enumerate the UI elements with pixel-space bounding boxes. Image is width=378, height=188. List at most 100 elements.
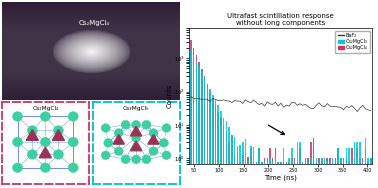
Bar — [204, 78, 205, 188]
Bar — [193, 55, 194, 188]
Polygon shape — [148, 135, 159, 144]
Circle shape — [160, 139, 169, 147]
Bar — [340, 158, 342, 188]
Circle shape — [12, 112, 23, 121]
Bar — [248, 162, 249, 188]
Bar — [335, 162, 336, 188]
Bar — [239, 145, 241, 188]
Bar — [212, 95, 214, 188]
Bar — [277, 162, 279, 188]
Bar — [207, 84, 208, 188]
Bar — [264, 162, 265, 188]
Bar — [302, 162, 304, 188]
Bar — [370, 158, 372, 188]
Bar — [348, 162, 350, 188]
Title: Ultrafast scintillation response
without long components: Ultrafast scintillation response without… — [227, 13, 334, 27]
Bar — [228, 127, 230, 188]
Bar — [335, 158, 336, 188]
Bar — [338, 148, 339, 188]
Circle shape — [27, 126, 37, 135]
Circle shape — [101, 124, 110, 132]
Bar — [256, 162, 257, 188]
Bar — [324, 158, 325, 188]
Bar — [362, 158, 363, 188]
Bar — [250, 146, 252, 188]
Circle shape — [132, 134, 141, 142]
Bar — [261, 162, 263, 188]
Bar — [269, 148, 271, 188]
Bar — [321, 158, 322, 188]
Bar — [288, 162, 290, 188]
Bar — [327, 158, 328, 188]
Bar — [343, 158, 344, 188]
Bar — [329, 162, 331, 188]
Bar — [286, 162, 287, 188]
Bar — [275, 158, 276, 188]
Polygon shape — [52, 130, 65, 140]
Circle shape — [121, 120, 130, 129]
Y-axis label: Counts: Counts — [167, 84, 173, 108]
Bar — [280, 162, 282, 188]
Bar — [209, 89, 211, 188]
Circle shape — [53, 126, 64, 135]
Bar — [269, 158, 271, 188]
Bar — [307, 162, 309, 188]
Bar — [291, 148, 293, 188]
Bar — [299, 143, 301, 188]
Bar — [365, 138, 366, 188]
Bar — [286, 162, 287, 188]
Bar — [266, 158, 268, 188]
Circle shape — [27, 150, 37, 159]
Bar — [354, 158, 355, 188]
Polygon shape — [113, 135, 124, 144]
Bar — [283, 148, 284, 188]
Bar — [245, 139, 246, 188]
Circle shape — [104, 139, 113, 147]
Bar — [207, 84, 208, 188]
Bar — [223, 118, 225, 188]
Bar — [294, 158, 295, 188]
Bar — [242, 142, 243, 188]
Circle shape — [68, 112, 78, 121]
Bar — [259, 148, 260, 188]
Bar — [359, 143, 361, 188]
Bar — [242, 155, 243, 188]
Polygon shape — [130, 126, 142, 136]
Bar — [283, 162, 284, 188]
Bar — [305, 158, 306, 188]
Circle shape — [53, 150, 64, 159]
Bar — [310, 158, 311, 188]
Bar — [198, 62, 200, 188]
Bar — [223, 126, 225, 188]
Bar — [212, 98, 214, 188]
Bar — [351, 148, 353, 188]
Circle shape — [142, 120, 151, 129]
Bar — [313, 138, 314, 188]
Circle shape — [142, 155, 151, 164]
Bar — [316, 158, 317, 188]
Bar — [367, 158, 369, 188]
Bar — [215, 105, 216, 188]
Bar — [351, 162, 353, 188]
Bar — [190, 49, 192, 188]
Bar — [348, 148, 350, 188]
Bar — [253, 162, 254, 188]
Bar — [321, 158, 322, 188]
Bar — [261, 162, 263, 188]
Bar — [332, 162, 333, 188]
Bar — [356, 143, 358, 188]
Bar — [345, 148, 347, 188]
Bar — [217, 112, 219, 188]
Circle shape — [40, 112, 50, 121]
Bar — [288, 158, 290, 188]
Bar — [296, 162, 298, 188]
Circle shape — [68, 137, 78, 147]
Bar — [234, 137, 235, 188]
Bar — [370, 158, 372, 188]
Bar — [307, 158, 309, 188]
Bar — [316, 162, 317, 188]
Bar — [318, 162, 320, 188]
Bar — [367, 162, 369, 188]
Bar — [259, 148, 260, 188]
Bar — [196, 55, 197, 188]
